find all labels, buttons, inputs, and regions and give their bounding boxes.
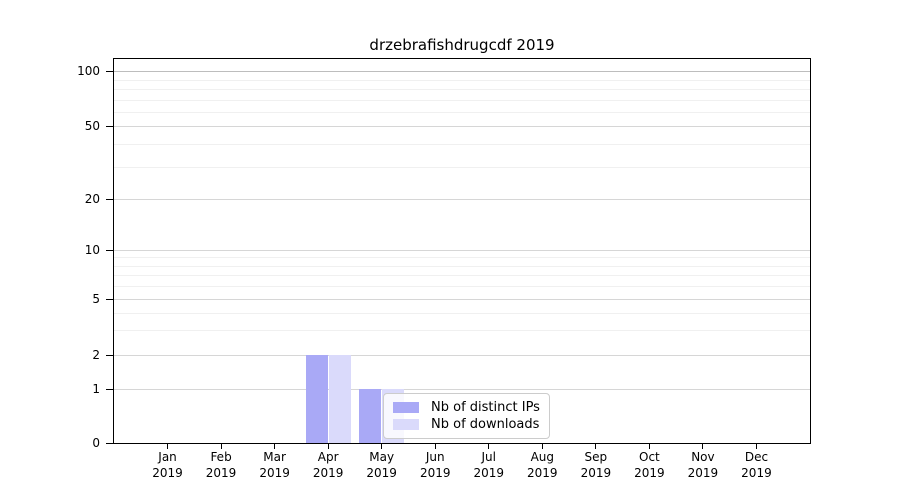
y-axis-label-1: 1 — [92, 381, 100, 396]
x-axis-label-month: Dec — [744, 450, 769, 464]
x-axis-label-year: 2019 — [473, 465, 505, 480]
x-axis-label-apr: Apr 2019 — [296, 450, 360, 481]
x-axis-tick-mar — [274, 443, 276, 449]
x-axis-tick-aug — [541, 443, 543, 449]
x-axis-label-year: 2019 — [527, 465, 558, 480]
x-axis-label-month: May — [369, 450, 395, 464]
y-axis-label-50: 50 — [84, 119, 100, 134]
x-axis-label-month: Jul — [481, 450, 496, 464]
x-axis-label-month: Aug — [530, 450, 555, 464]
gridline-minor-4 — [114, 312, 810, 314]
gridline-minor-90 — [114, 79, 810, 81]
gridline-minor-9 — [114, 257, 810, 259]
y-axis-tick-20 — [106, 199, 113, 201]
gridline-minor-3 — [114, 330, 810, 332]
y-axis-label-2: 2 — [92, 348, 100, 363]
y-axis-label-0: 0 — [92, 436, 100, 450]
gridline-minor-40 — [114, 144, 810, 146]
x-axis-tick-dec — [755, 443, 757, 449]
gridline-50 — [114, 126, 810, 128]
x-axis-label-may: May 2019 — [350, 450, 414, 481]
x-axis-label-year: 2019 — [312, 465, 344, 480]
legend-item-nb-of-downloads: Nb of downloads — [393, 416, 540, 433]
x-axis-label-year: 2019 — [419, 465, 451, 480]
x-axis-label-month: Oct — [639, 450, 660, 464]
gridline-minor-8 — [114, 265, 810, 267]
x-axis-label-month: Sep — [584, 450, 608, 464]
x-axis-label-oct: Oct 2019 — [617, 450, 681, 481]
x-axis-label-month: Nov — [691, 450, 715, 464]
x-axis-label-nov: Nov 2019 — [671, 450, 735, 481]
bar-nb-of-distinct-ips-apr — [305, 355, 328, 443]
y-axis-tick-10 — [106, 250, 113, 251]
gridline-100 — [114, 71, 810, 73]
x-axis-label-aug: Aug 2019 — [510, 450, 574, 481]
gridline-20 — [114, 199, 810, 201]
x-axis-tick-nov — [702, 443, 704, 449]
x-axis-label-year: 2019 — [366, 465, 397, 480]
x-axis-label-sep: Sep 2019 — [564, 450, 628, 481]
x-axis-tick-feb — [220, 443, 222, 449]
y-axis-tick-2 — [106, 355, 113, 357]
bar-nb-of-distinct-ips-may — [359, 388, 382, 443]
gridline-minor-80 — [114, 88, 810, 90]
x-axis-label-year: 2019 — [580, 465, 612, 480]
y-axis-label-100: 100 — [77, 64, 100, 79]
gridline-minor-30 — [114, 166, 810, 168]
x-axis-label-mar: Mar 2019 — [243, 450, 307, 481]
y-axis-label-5: 5 — [92, 292, 100, 307]
y-axis-label-10: 10 — [84, 243, 100, 257]
x-axis-tick-jan — [167, 443, 169, 449]
x-axis-label-year: 2019 — [634, 465, 665, 480]
x-axis-tick-sep — [595, 443, 597, 449]
legend-item-nb-of-distinct-ips: Nb of distinct IPs — [393, 399, 540, 416]
gridline-2 — [114, 355, 810, 357]
gridline-5 — [114, 299, 810, 301]
x-axis-label-month: Jun — [425, 450, 445, 464]
x-axis-tick-may — [381, 443, 383, 449]
y-axis-tick-0 — [106, 443, 113, 444]
x-axis-tick-jun — [434, 443, 436, 449]
x-axis-tick-jul — [488, 443, 490, 449]
legend-label-nb-of-downloads: Nb of downloads — [431, 417, 540, 432]
gridline-10 — [114, 250, 810, 251]
gridline-1 — [114, 388, 810, 390]
x-axis-tick-oct — [648, 443, 650, 449]
x-axis-label-dec: Dec 2019 — [724, 450, 788, 481]
x-axis-label-year: 2019 — [205, 465, 237, 480]
legend-label-nb-of-distinct-ips: Nb of distinct IPs — [431, 400, 540, 415]
x-axis-label-jan: Jan 2019 — [136, 450, 200, 481]
gridline-minor-60 — [114, 111, 810, 113]
x-axis-label-year: 2019 — [687, 465, 719, 480]
gridline-minor-6 — [114, 286, 810, 288]
y-axis-label-20: 20 — [84, 192, 100, 207]
plot-area: Nb of distinct IPs Nb of downloads 0 1 2 5 10… — [77, 58, 811, 480]
gridline-minor-7 — [114, 275, 810, 277]
x-axis-label-year: 2019 — [152, 465, 183, 480]
x-axis-label-jul: Jul 2019 — [457, 450, 521, 481]
gridline-minor-70 — [114, 99, 810, 101]
y-axis-tick-5 — [106, 299, 113, 301]
y-axis-tick-1 — [106, 388, 113, 390]
x-axis-tick-apr — [327, 443, 329, 449]
x-axis-label-month: Apr — [317, 450, 339, 464]
legend-swatch-nb-of-downloads — [393, 419, 419, 430]
x-axis-label-jun: Jun 2019 — [403, 450, 467, 481]
y-axis-tick-100 — [106, 71, 113, 73]
legend-swatch-nb-of-distinct-ips — [393, 402, 419, 413]
x-axis-label-year: 2019 — [741, 465, 772, 480]
bar-nb-of-downloads-apr — [328, 355, 351, 443]
x-axis-label-feb: Feb 2019 — [189, 450, 253, 481]
x-axis-label-month: Jan — [158, 450, 177, 464]
x-axis-label-month: Feb — [210, 450, 232, 464]
x-axis-label-month: Mar — [263, 450, 286, 464]
legend: Nb of distinct IPs Nb of downloads — [383, 393, 550, 439]
y-axis-tick-50 — [106, 126, 113, 128]
x-axis-label-year: 2019 — [259, 465, 290, 480]
chart-title: drzebrafishdrugcdf 2019 — [369, 36, 555, 54]
